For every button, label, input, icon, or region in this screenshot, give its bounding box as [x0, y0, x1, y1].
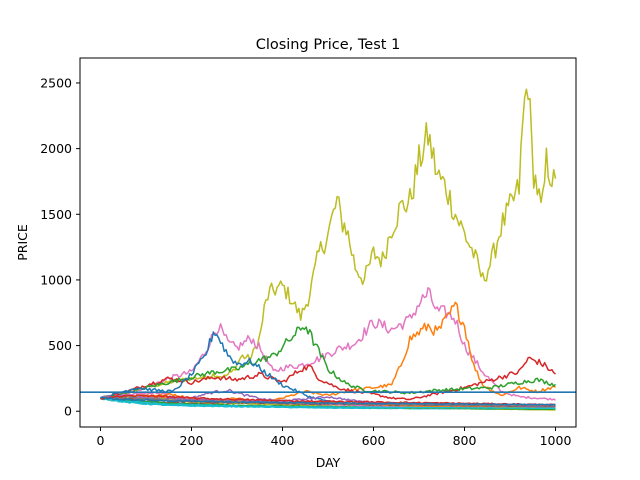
- y-axis: 0 500 1000 1500 2000 2500: [40, 75, 80, 419]
- series-line: [100, 356, 556, 401]
- series-line: [100, 326, 557, 400]
- series-line: [100, 286, 556, 401]
- x-axis-title: DAY: [316, 455, 341, 470]
- y-tick-label: 0: [64, 404, 72, 419]
- x-tick-label: 400: [271, 433, 295, 448]
- series-line: [100, 396, 556, 410]
- x-tick-label: 800: [453, 433, 477, 448]
- series-line: [100, 396, 556, 406]
- series-layer: [100, 88, 557, 411]
- x-axis: 0 200 400 600 800 1000: [97, 427, 572, 448]
- y-tick-label: 1000: [40, 272, 72, 287]
- y-tick-label: 500: [48, 338, 72, 353]
- y-tick-label: 1500: [40, 207, 72, 222]
- chart-title: Closing Price, Test 1: [256, 37, 401, 53]
- y-axis-title: PRICE: [15, 224, 30, 261]
- x-tick-label: 1000: [540, 433, 572, 448]
- plot-frame: [79, 57, 577, 428]
- y-tick-label: 2500: [40, 75, 72, 90]
- x-tick-label: 600: [362, 433, 386, 448]
- x-tick-label: 0: [97, 433, 105, 448]
- x-tick-label: 200: [180, 433, 204, 448]
- y-tick-label: 2000: [40, 141, 72, 156]
